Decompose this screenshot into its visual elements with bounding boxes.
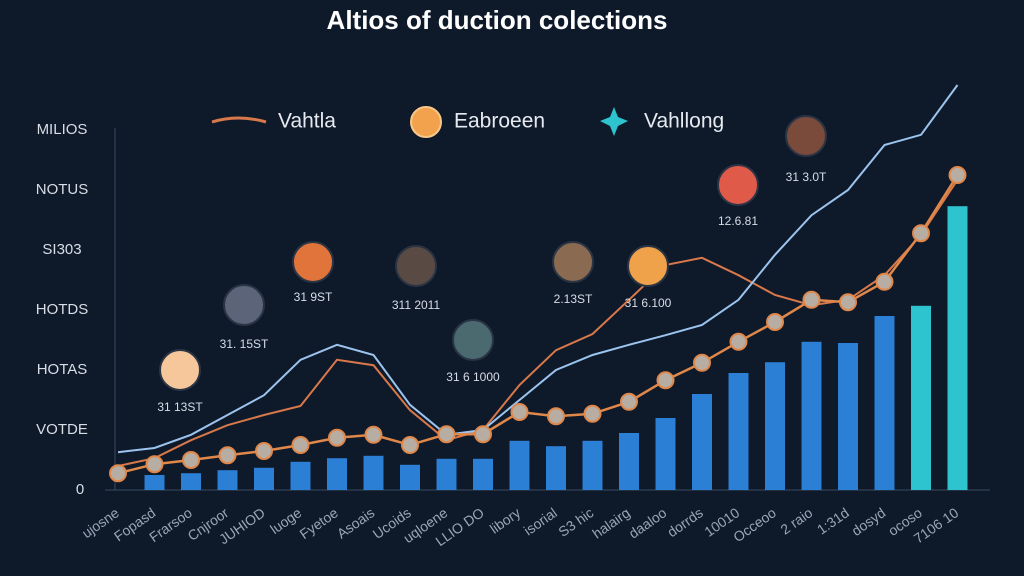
- marker: [364, 425, 383, 444]
- bar: [582, 440, 603, 490]
- y-tick-label: NOTUS: [36, 181, 89, 198]
- bar: [400, 464, 420, 490]
- bar: [473, 458, 493, 490]
- annotation-icon: [785, 115, 827, 157]
- bar: [217, 470, 238, 490]
- annotation-icon: [552, 241, 594, 283]
- annotation: 31 9ST: [294, 290, 333, 304]
- y-tick-label: VOTDE: [36, 421, 88, 438]
- marker: [474, 425, 492, 444]
- bar: [874, 316, 895, 490]
- bar: [254, 467, 274, 490]
- annotation-icon: [717, 164, 759, 206]
- marker: [583, 404, 602, 423]
- legend-swatch: [600, 107, 628, 136]
- legend-label: Vahllong: [644, 110, 724, 133]
- bar: [765, 362, 785, 490]
- marker: [693, 353, 711, 372]
- y-tick-label: 0: [76, 481, 84, 498]
- marker: [766, 313, 784, 331]
- bar: [181, 473, 201, 490]
- y-tick-label: HOTAS: [37, 361, 88, 378]
- bar: [546, 446, 566, 490]
- annotation-icon: [452, 319, 494, 361]
- bar: [801, 341, 822, 490]
- marker: [218, 446, 237, 465]
- marker: [510, 403, 529, 421]
- annotation-icon: [292, 241, 334, 283]
- bar: [144, 475, 165, 490]
- bar: [728, 373, 749, 490]
- bar: [655, 418, 676, 490]
- bar: [838, 343, 858, 490]
- annotation: 311 2011: [392, 298, 441, 312]
- line: [117, 84, 959, 454]
- bar: [290, 461, 311, 490]
- annotation: 31 13ST: [157, 400, 203, 414]
- annotation: 2.13ST: [554, 292, 593, 306]
- marker: [109, 464, 127, 483]
- marker: [291, 436, 310, 454]
- bar: [947, 206, 968, 490]
- marker: [547, 407, 565, 426]
- marker: [839, 293, 857, 312]
- annotation: 31 6.100: [625, 296, 672, 310]
- chart-title: Altios of duction colections: [327, 5, 668, 35]
- legend-label: Vahtla: [278, 110, 336, 133]
- annotation-icon: [223, 284, 265, 326]
- marker: [437, 425, 456, 444]
- marker: [802, 290, 821, 309]
- marker: [401, 436, 419, 454]
- annotation-icon: [627, 245, 669, 287]
- marker: [729, 332, 748, 351]
- y-tick-label: MILIOS: [37, 121, 88, 138]
- bar: [911, 305, 931, 490]
- bar: [363, 455, 384, 490]
- annotation-icon: [159, 349, 201, 391]
- marker: [145, 455, 164, 474]
- bar: [509, 440, 530, 490]
- marker: [328, 428, 346, 447]
- legend-swatch: [211, 116, 267, 124]
- annotation-icon: [395, 245, 437, 287]
- marker: [875, 272, 894, 291]
- bar: [692, 394, 712, 490]
- marker: [255, 442, 273, 460]
- y-tick-label: SI303: [42, 241, 81, 258]
- marker: [656, 371, 675, 390]
- bar: [619, 433, 639, 490]
- annotation: 12.6.81: [718, 214, 758, 228]
- annotation: 31. 15ST: [220, 337, 269, 351]
- bar: [436, 458, 457, 490]
- y-tick-label: HOTDS: [36, 301, 89, 318]
- bar: [327, 458, 347, 490]
- marker: [620, 392, 638, 411]
- marker: [948, 166, 967, 184]
- annotation: 31 3.0T: [786, 170, 827, 184]
- legend-label: Eabroeen: [454, 110, 545, 133]
- legend-swatch: [410, 106, 442, 138]
- annotation: 31 6 1000: [446, 370, 500, 384]
- marker: [182, 451, 200, 469]
- marker: [912, 224, 930, 243]
